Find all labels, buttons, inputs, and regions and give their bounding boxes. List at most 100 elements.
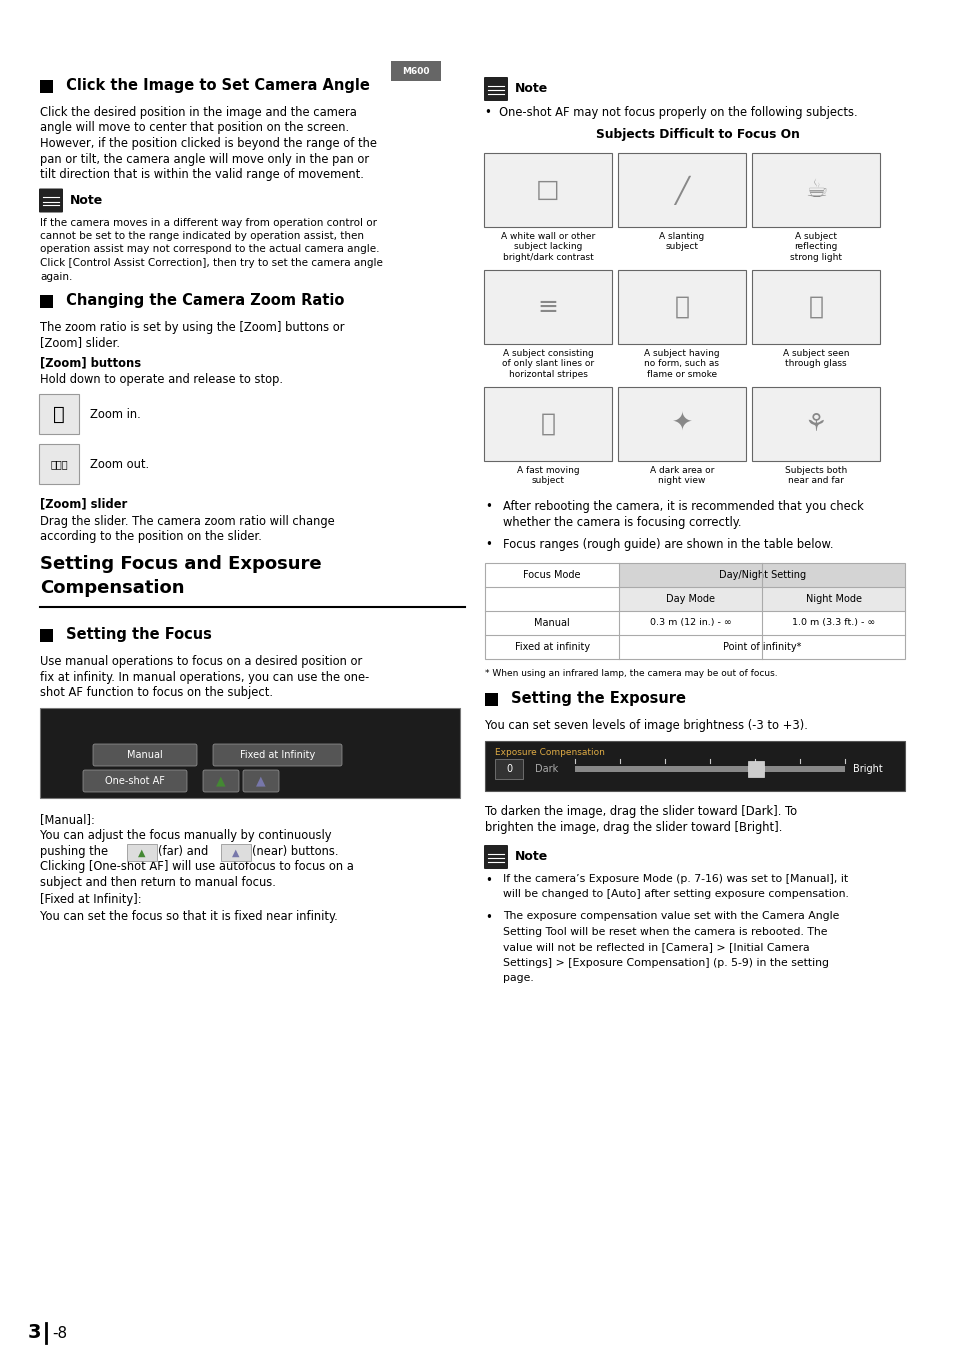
Text: according to the position on the slider.: according to the position on the slider. bbox=[40, 530, 262, 543]
Text: 0.3 m (12 in.) - ∞: 0.3 m (12 in.) - ∞ bbox=[649, 617, 731, 627]
FancyBboxPatch shape bbox=[221, 844, 251, 862]
Text: Day Mode: Day Mode bbox=[665, 593, 715, 604]
Text: (far) and: (far) and bbox=[158, 844, 208, 858]
FancyBboxPatch shape bbox=[213, 744, 341, 766]
Text: subject and then return to manual focus.: subject and then return to manual focus. bbox=[40, 875, 275, 889]
Text: ▲: ▲ bbox=[216, 774, 226, 788]
Text: If the camera’s Exposure Mode (p. 7-16) was set to [Manual], it: If the camera’s Exposure Mode (p. 7-16) … bbox=[502, 874, 847, 884]
Text: 🌳🌳🌳: 🌳🌳🌳 bbox=[51, 459, 68, 470]
Text: FOCUS: FOCUS bbox=[50, 725, 87, 736]
Text: Click the desired position in the image and the camera: Click the desired position in the image … bbox=[40, 105, 356, 119]
Text: Click [Control Assist Correction], then try to set the camera angle: Click [Control Assist Correction], then … bbox=[40, 258, 382, 267]
FancyBboxPatch shape bbox=[39, 394, 79, 435]
Text: page.: page. bbox=[502, 974, 533, 984]
Bar bbox=[487, 95, 492, 97]
Text: value will not be reflected in [Camera] > [Initial Camera: value will not be reflected in [Camera] … bbox=[502, 943, 809, 952]
Text: The exposure compensation value set with the Camera Angle: The exposure compensation value set with… bbox=[502, 912, 839, 921]
Text: Focus Mode: Focus Mode bbox=[523, 570, 580, 580]
Text: [Zoom] buttons: [Zoom] buttons bbox=[40, 357, 141, 370]
Text: A subject consisting
of only slant lines or
horizontal stripes: A subject consisting of only slant lines… bbox=[501, 349, 594, 378]
Text: Setting the Exposure: Setting the Exposure bbox=[505, 690, 685, 705]
FancyBboxPatch shape bbox=[618, 386, 745, 461]
Text: A fast moving
subject: A fast moving subject bbox=[517, 466, 578, 485]
Text: pan or tilt, the camera angle will move only in the pan or: pan or tilt, the camera angle will move … bbox=[40, 153, 369, 166]
Text: 🔥: 🔥 bbox=[674, 295, 689, 319]
Text: 🔍: 🔍 bbox=[807, 295, 822, 319]
Text: shot AF function to focus on the subject.: shot AF function to focus on the subject… bbox=[40, 686, 273, 698]
Text: To darken the image, drag the slider toward [Dark]. To: To darken the image, drag the slider tow… bbox=[484, 805, 797, 819]
Text: Note: Note bbox=[515, 82, 548, 95]
Bar bbox=[484, 562, 904, 586]
Bar bbox=[484, 693, 497, 705]
Text: ▲: ▲ bbox=[232, 847, 239, 858]
FancyBboxPatch shape bbox=[39, 444, 79, 485]
Text: brighten the image, drag the slider toward [Bright].: brighten the image, drag the slider towa… bbox=[484, 821, 781, 834]
Text: □: □ bbox=[536, 178, 559, 203]
Text: A subject seen
through glass: A subject seen through glass bbox=[781, 349, 848, 369]
Text: A slanting
subject: A slanting subject bbox=[659, 232, 704, 251]
Text: Note: Note bbox=[515, 850, 548, 863]
Text: You can set seven levels of image brightness (-3 to +3).: You can set seven levels of image bright… bbox=[484, 719, 807, 731]
Text: Compensation: Compensation bbox=[40, 580, 184, 597]
Text: [Zoom] slider: [Zoom] slider bbox=[40, 497, 127, 511]
FancyBboxPatch shape bbox=[484, 740, 904, 790]
Text: Setting Tool will be reset when the camera is rebooted. The: Setting Tool will be reset when the came… bbox=[502, 927, 826, 938]
Text: ▲: ▲ bbox=[138, 847, 146, 858]
Text: After rebooting the camera, it is recommended that you check: After rebooting the camera, it is recomm… bbox=[502, 500, 862, 513]
Bar bbox=[495, 758, 522, 778]
Text: •: • bbox=[484, 500, 492, 513]
Text: •: • bbox=[484, 538, 492, 550]
FancyBboxPatch shape bbox=[618, 270, 745, 345]
FancyBboxPatch shape bbox=[751, 386, 879, 461]
Text: •: • bbox=[484, 912, 492, 924]
Bar bbox=[618, 562, 904, 586]
Text: (near) buttons.: (near) buttons. bbox=[252, 844, 338, 858]
Text: Use manual operations to focus on a desired position or: Use manual operations to focus on a desi… bbox=[40, 655, 362, 667]
Text: ≡: ≡ bbox=[537, 295, 558, 319]
Text: Point of infinity*: Point of infinity* bbox=[722, 642, 801, 651]
Text: Setting Focus and Exposure: Setting Focus and Exposure bbox=[40, 555, 321, 573]
Bar bbox=[42, 207, 48, 209]
Text: Manual: Manual bbox=[534, 617, 570, 627]
Text: ▲: ▲ bbox=[256, 774, 266, 788]
Text: The zoom ratio is set by using the [Zoom] buttons or: The zoom ratio is set by using the [Zoom… bbox=[40, 322, 344, 334]
Text: 0: 0 bbox=[505, 763, 512, 774]
Bar bbox=[484, 562, 904, 658]
Text: 🚗: 🚗 bbox=[540, 412, 555, 436]
Text: Day/Night Setting: Day/Night Setting bbox=[718, 570, 805, 580]
Bar bbox=[40, 295, 53, 308]
FancyBboxPatch shape bbox=[483, 77, 507, 101]
Text: Bright: Bright bbox=[852, 763, 882, 774]
Text: You can set the focus so that it is fixed near infinity.: You can set the focus so that it is fixe… bbox=[40, 911, 337, 923]
Text: 3: 3 bbox=[28, 1324, 42, 1343]
Text: 1.0 m (3.3 ft.) - ∞: 1.0 m (3.3 ft.) - ∞ bbox=[791, 617, 874, 627]
Text: again.: again. bbox=[40, 272, 72, 281]
Text: Setting the Focus: Setting the Focus bbox=[61, 627, 212, 642]
FancyBboxPatch shape bbox=[751, 153, 879, 227]
Text: A subject having
no form, such as
flame or smoke: A subject having no form, such as flame … bbox=[643, 349, 720, 378]
Text: ⚘: ⚘ bbox=[804, 412, 826, 436]
Text: [Zoom] slider.: [Zoom] slider. bbox=[40, 336, 120, 350]
FancyBboxPatch shape bbox=[618, 153, 745, 227]
Text: ☕: ☕ bbox=[804, 178, 826, 203]
FancyBboxPatch shape bbox=[483, 270, 612, 345]
Text: Night Mode: Night Mode bbox=[804, 593, 861, 604]
Text: cannot be set to the range indicated by operation assist, then: cannot be set to the range indicated by … bbox=[40, 231, 364, 240]
Text: angle will move to center that position on the screen.: angle will move to center that position … bbox=[40, 122, 349, 135]
Bar bbox=[618, 586, 904, 611]
Text: Click the Image to Set Camera Angle: Click the Image to Set Camera Angle bbox=[61, 78, 370, 93]
Text: Fixed at infinity: Fixed at infinity bbox=[514, 642, 589, 651]
Text: [Fixed at Infinity]:: [Fixed at Infinity]: bbox=[40, 893, 141, 907]
Text: However, if the position clicked is beyond the range of the: However, if the position clicked is beyo… bbox=[40, 136, 376, 150]
Text: M600: M600 bbox=[402, 66, 429, 76]
FancyBboxPatch shape bbox=[391, 61, 440, 81]
Text: Note: Note bbox=[70, 193, 103, 207]
Text: 🌲: 🌲 bbox=[53, 405, 65, 424]
Text: will be changed to [Auto] after setting exposure compensation.: will be changed to [Auto] after setting … bbox=[502, 889, 848, 900]
FancyBboxPatch shape bbox=[483, 386, 612, 461]
Text: Manual: Manual bbox=[127, 750, 163, 761]
Text: whether the camera is focusing correctly.: whether the camera is focusing correctly… bbox=[502, 516, 740, 528]
FancyBboxPatch shape bbox=[83, 770, 187, 792]
Text: A white wall or other
subject lacking
bright/dark contrast: A white wall or other subject lacking br… bbox=[500, 232, 595, 262]
Text: * When using an infrared lamp, the camera may be out of focus.: * When using an infrared lamp, the camer… bbox=[484, 669, 777, 677]
